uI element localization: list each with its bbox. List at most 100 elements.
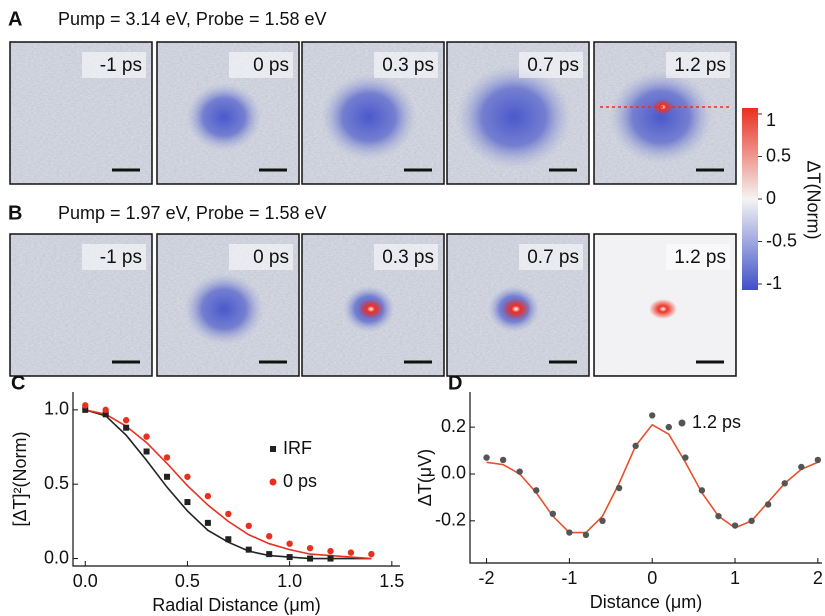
signal-spot — [358, 299, 384, 319]
legend-label: 0 ps — [283, 471, 317, 491]
x-tick-label: 0 — [647, 568, 657, 588]
panel-title: Pump = 1.97 eV, Probe = 1.58 eV — [58, 203, 327, 223]
data-point — [615, 484, 623, 492]
legend-marker — [270, 446, 276, 452]
panel-label: C — [11, 372, 25, 394]
panel-title: Pump = 3.14 eV, Probe = 1.58 eV — [58, 9, 327, 29]
data-point — [599, 517, 606, 525]
data-point — [143, 448, 150, 455]
image-border — [446, 41, 590, 185]
image-border — [446, 233, 590, 377]
charts: 0.0 0.5 1.0 1.5 0.0 0.5 1.0 C Radial Distance (μ… — [10, 372, 823, 614]
colorbar-tick-label: -0.5 — [766, 230, 797, 250]
y-axis-label: ΔT(μV) — [415, 449, 435, 506]
colorbar-tick-label: 1 — [766, 110, 776, 130]
frame-label: 0.7 ps — [527, 247, 579, 268]
data-point — [143, 433, 150, 440]
x-tick-label: -1 — [561, 568, 577, 588]
frame-label-bg — [519, 244, 583, 270]
data-point — [781, 480, 788, 487]
y-tick-label: 1.0 — [44, 399, 69, 419]
image-border — [593, 41, 737, 185]
frame-label-bg — [374, 244, 438, 270]
signal-spot — [649, 299, 677, 319]
data-point — [184, 499, 191, 506]
image-border — [156, 41, 300, 185]
data-point — [82, 406, 89, 413]
image-border — [9, 41, 153, 185]
panel-label: A — [8, 8, 22, 30]
colorbar-label: ΔT(Norm) — [803, 160, 823, 239]
data-point — [327, 555, 334, 562]
data-point — [368, 550, 375, 558]
data-point — [225, 510, 232, 518]
frame-label-bg — [374, 52, 438, 78]
axes — [72, 392, 400, 567]
frame-label: 0 ps — [253, 55, 289, 76]
legend-marker — [269, 478, 277, 486]
frame-label: -1 ps — [100, 55, 142, 76]
frame-label: 0.3 ps — [382, 247, 434, 268]
legend-label: 1.2 ps — [692, 412, 741, 432]
data-point — [123, 424, 130, 431]
y-tick-label: -0.2 — [435, 510, 466, 530]
x-tick-label: 1.0 — [277, 571, 302, 591]
data-point — [102, 411, 109, 418]
x-axis-label: Radial Distance (μm) — [152, 595, 320, 615]
data-point — [748, 517, 755, 525]
panel-label: D — [448, 372, 462, 394]
frame-label-bg — [229, 244, 293, 270]
data-point — [204, 519, 211, 526]
data-point — [533, 487, 540, 494]
fit-line — [486, 423, 819, 534]
data-point — [814, 456, 822, 464]
signal-blob — [321, 73, 417, 161]
panel-label: B — [8, 202, 22, 224]
image-border — [301, 233, 445, 377]
data-point — [715, 512, 722, 520]
frame-label-bg — [82, 52, 146, 78]
data-point — [649, 412, 656, 419]
data-point — [245, 546, 252, 553]
data-point — [665, 423, 672, 431]
frame-label-bg — [229, 52, 293, 78]
data-point — [286, 540, 293, 547]
data-point — [163, 454, 171, 461]
data-point — [286, 554, 293, 561]
image-frames: -1 ps 0 ps 0.3 ps 0.7 ps 1.2 ps -1 ps 0 ps 0.3 … — [9, 41, 737, 377]
data-point — [516, 468, 523, 475]
x-tick-label: -2 — [479, 568, 495, 588]
y-tick-label: 0.0 — [44, 547, 69, 567]
data-point — [307, 555, 314, 562]
data-point — [225, 536, 232, 543]
frame-label: -1 ps — [100, 247, 142, 268]
y-axis-label: [ΔT]²(Norm) — [10, 431, 30, 526]
data-point — [549, 510, 557, 518]
data-point — [798, 463, 805, 471]
data-point — [632, 442, 639, 450]
colorbar — [742, 108, 758, 290]
image-border — [301, 41, 445, 185]
data-point — [682, 454, 689, 461]
colorbar-tick-label: -1 — [766, 273, 782, 293]
x-tick-label: 0.5 — [175, 571, 200, 591]
frame-label: 1.2 ps — [674, 247, 726, 268]
data-point — [102, 406, 109, 414]
image-border — [156, 233, 300, 377]
signal-spot — [501, 298, 531, 320]
data-point — [204, 492, 212, 500]
data-point — [245, 522, 252, 530]
data-point — [266, 533, 273, 540]
frame-label-bg — [82, 244, 146, 270]
data-point — [499, 456, 507, 464]
frame-label-bg — [666, 52, 730, 78]
data-point — [82, 402, 89, 409]
colorbar-tick-label: 0.5 — [766, 145, 791, 165]
frame-label-bg — [519, 52, 583, 78]
y-tick-label: 0.5 — [44, 473, 69, 493]
data-point — [566, 529, 573, 536]
data-point — [164, 473, 171, 480]
legend-label: IRF — [283, 438, 312, 458]
data-point — [731, 522, 739, 529]
